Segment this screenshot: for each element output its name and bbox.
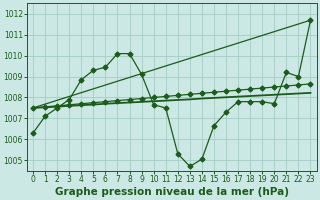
X-axis label: Graphe pression niveau de la mer (hPa): Graphe pression niveau de la mer (hPa) (55, 187, 289, 197)
